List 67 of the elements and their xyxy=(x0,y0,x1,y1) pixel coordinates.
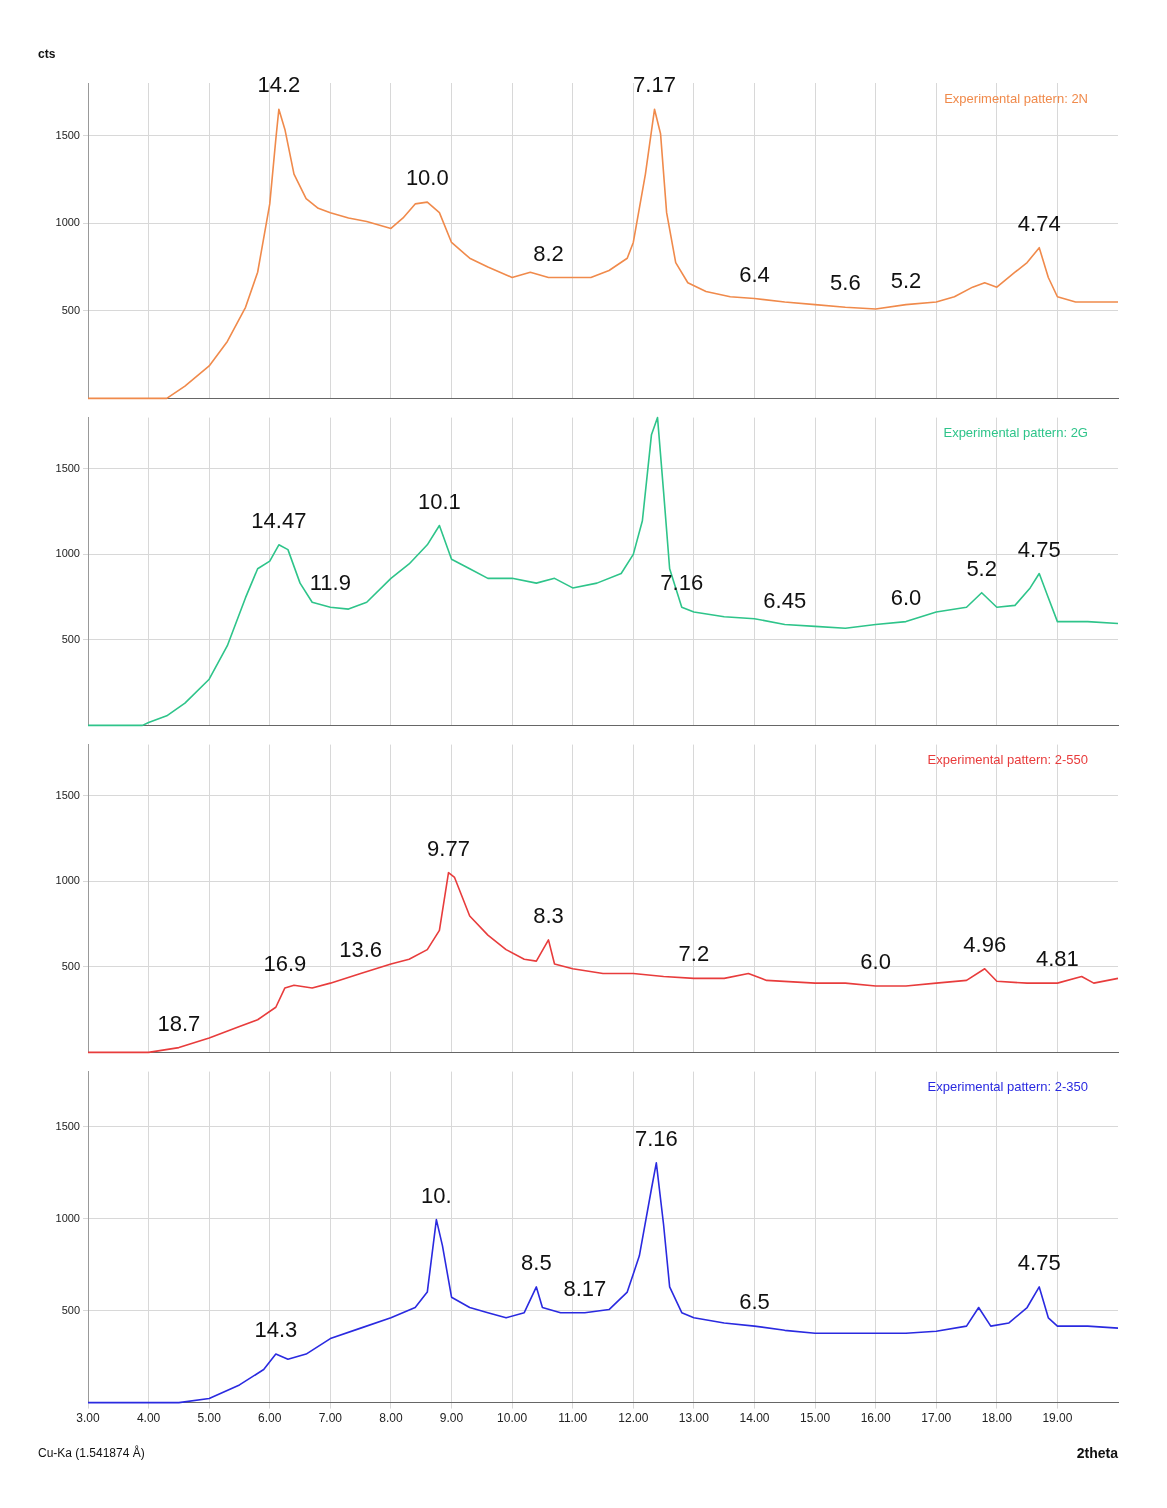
annotation: 4.96 xyxy=(963,931,1007,957)
annotation: 9.77 xyxy=(427,835,470,861)
annotation: 10.0 xyxy=(405,165,449,191)
x-tick-label: 10.00 xyxy=(497,1411,528,1426)
y-tick-label: 500 xyxy=(61,959,80,972)
y-tick-label: 1000 xyxy=(55,874,80,887)
y-tick-label: 1500 xyxy=(55,788,80,801)
text: Cu-Ka (1.541874 Å) xyxy=(38,1444,145,1460)
y-tick-label: 1500 xyxy=(55,1119,80,1132)
x-tick-label: 11.00 xyxy=(558,1411,588,1426)
annotation: 5.2 xyxy=(966,555,997,581)
y-tick-label: 1000 xyxy=(55,1211,80,1224)
text: Experimental pattern: 2-550 xyxy=(927,752,1088,768)
x-tick-label: 12.00 xyxy=(618,1411,649,1426)
x-tick-label: 5.00 xyxy=(197,1411,222,1426)
annotation: 6.4 xyxy=(739,261,770,287)
y-tick-label: 1000 xyxy=(55,547,80,560)
annotation: 6.5 xyxy=(739,1289,770,1315)
annotation: 7.17 xyxy=(633,72,676,98)
y-tick-label: 500 xyxy=(61,303,80,316)
annotation: 4.75 xyxy=(1017,536,1061,562)
x-tick-label: 7.00 xyxy=(318,1411,343,1426)
annotation: 4.74 xyxy=(1017,210,1061,236)
y-tick-label: 1500 xyxy=(55,461,80,474)
x-tick-label: 13.00 xyxy=(678,1411,710,1426)
annotation: 10. xyxy=(421,1182,452,1208)
annotation: 8.17 xyxy=(563,1275,607,1301)
annotation: 14.3 xyxy=(254,1317,298,1343)
annotation: 6.45 xyxy=(763,587,807,613)
x-tick-label: 14.00 xyxy=(739,1411,770,1426)
annotation: 16.9 xyxy=(263,951,307,976)
y-tick-label: 500 xyxy=(61,632,80,645)
annotation: 7.2 xyxy=(678,941,710,967)
x-axis-title: 2theta xyxy=(1076,1445,1119,1462)
annotation: 10.1 xyxy=(418,488,461,514)
text: Experimental pattern: 2N xyxy=(944,90,1088,106)
y-tick-label: 500 xyxy=(61,1303,80,1316)
annotation: 5.6 xyxy=(830,270,861,296)
annotation: 8.2 xyxy=(533,240,564,266)
annotation: 7.16 xyxy=(634,1125,678,1151)
x-tick-label: 3.00 xyxy=(76,1411,100,1426)
x-tick-label: 9.00 xyxy=(439,1411,464,1426)
annotation: 6.0 xyxy=(860,949,891,975)
annotation: 14.47 xyxy=(251,507,307,533)
annotation: 6.0 xyxy=(890,584,922,610)
annotation: 8.5 xyxy=(521,1250,552,1275)
annotation: 8.3 xyxy=(533,902,564,928)
annotation: 4.81 xyxy=(1036,946,1079,972)
x-tick-label: 16.00 xyxy=(860,1411,891,1426)
annotation: 14.2 xyxy=(257,72,301,98)
annotation: 4.75 xyxy=(1017,1250,1061,1275)
y-tick-label: 1500 xyxy=(55,128,80,141)
y-tick-label: 1000 xyxy=(55,216,80,229)
annotation: 18.7 xyxy=(157,1010,201,1036)
x-tick-label: 19.00 xyxy=(1042,1411,1073,1426)
y-axis-title: cts xyxy=(38,47,56,62)
x-tick-label: 4.00 xyxy=(136,1411,161,1426)
x-tick-label: 15.00 xyxy=(800,1411,831,1426)
annotation: 11.9 xyxy=(309,570,351,596)
x-tick-label: 18.00 xyxy=(981,1411,1013,1426)
text: Experimental pattern: 2-350 xyxy=(927,1079,1088,1095)
x-tick-label: 17.00 xyxy=(921,1411,952,1426)
annotation: 13.6 xyxy=(339,936,383,962)
x-tick-label: 6.00 xyxy=(258,1411,282,1426)
x-tick-label: 8.00 xyxy=(379,1411,403,1426)
annotation: 5.2 xyxy=(890,267,922,293)
text: Experimental pattern: 2G xyxy=(943,425,1088,441)
